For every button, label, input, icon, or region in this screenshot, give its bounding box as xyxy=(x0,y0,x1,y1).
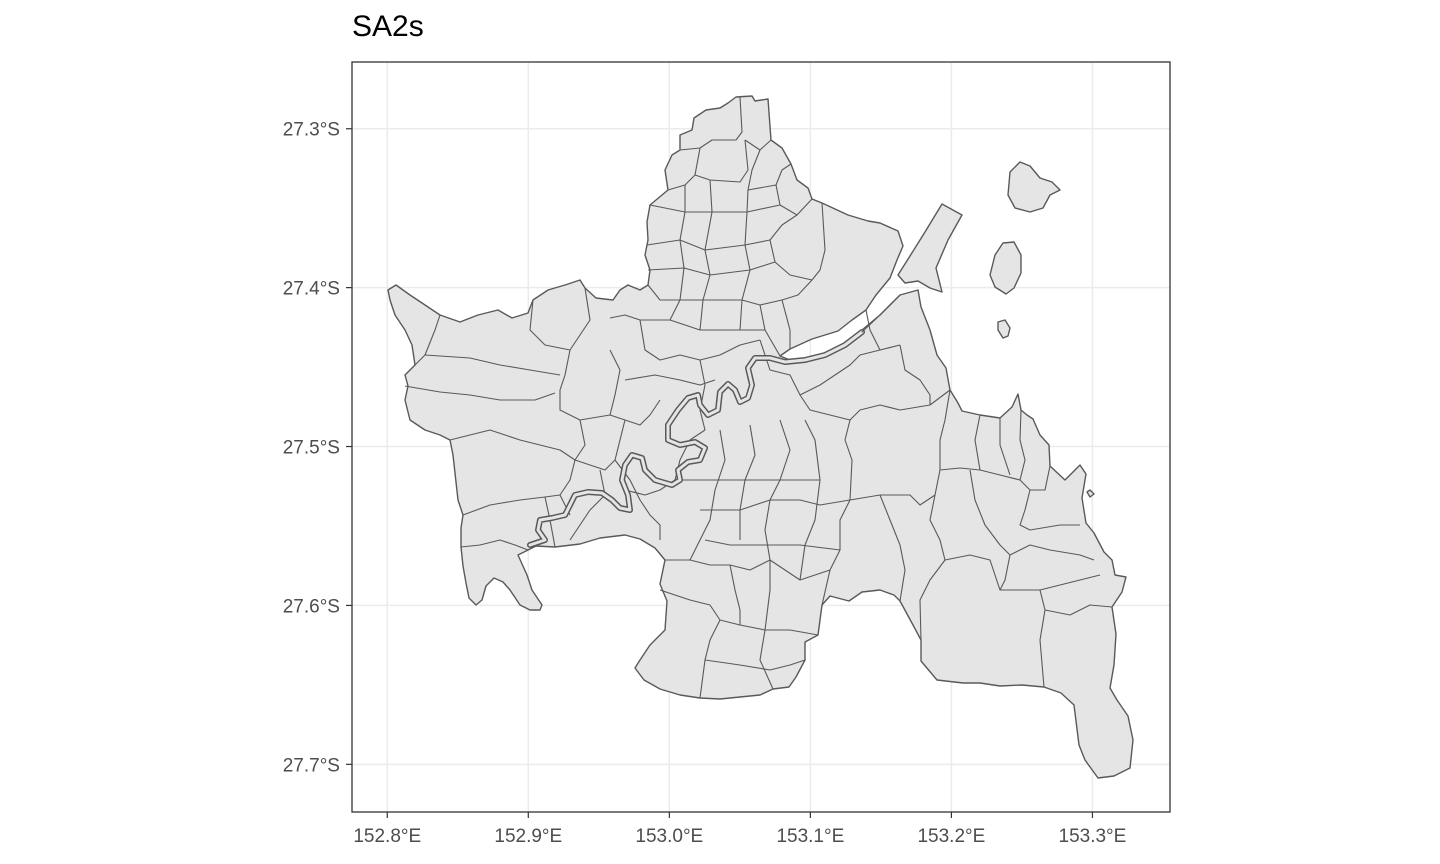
x-tick-label: 152.9°E xyxy=(494,826,562,847)
x-tick-label: 153.3°E xyxy=(1059,826,1127,847)
region-island-north xyxy=(1007,161,1061,213)
region-outline-main xyxy=(387,95,1134,779)
y-tick-label: 27.4°S xyxy=(283,279,340,300)
region-island-middle xyxy=(989,241,1022,295)
y-tick-label: 27.5°S xyxy=(283,438,340,459)
brisbane-river xyxy=(527,294,901,548)
x-tick-label: 152.8°E xyxy=(353,826,421,847)
y-tick-label: 27.7°S xyxy=(283,755,340,776)
region-airport-strip xyxy=(897,203,963,293)
y-tick-label: 27.3°S xyxy=(283,120,340,141)
region-islet xyxy=(1086,489,1095,498)
sa2-boundaries xyxy=(404,96,1113,699)
x-tick-label: 153.1°E xyxy=(776,826,844,847)
x-tick-label: 153.2°E xyxy=(917,826,985,847)
panel-border xyxy=(351,61,1171,813)
region-layer xyxy=(387,95,1134,779)
y-tick-label: 27.6°S xyxy=(283,596,340,617)
y-axis: 27.3°S 27.4°S 27.5°S 27.6°S 27.7°S xyxy=(283,120,352,776)
x-tick-label: 153.0°E xyxy=(635,826,703,847)
region-island-small xyxy=(997,319,1011,339)
x-axis: 152.8°E 152.9°E 153.0°E 153.1°E 153.2°E 153.3… xyxy=(353,812,1126,847)
map-title: SA2s xyxy=(352,10,424,43)
